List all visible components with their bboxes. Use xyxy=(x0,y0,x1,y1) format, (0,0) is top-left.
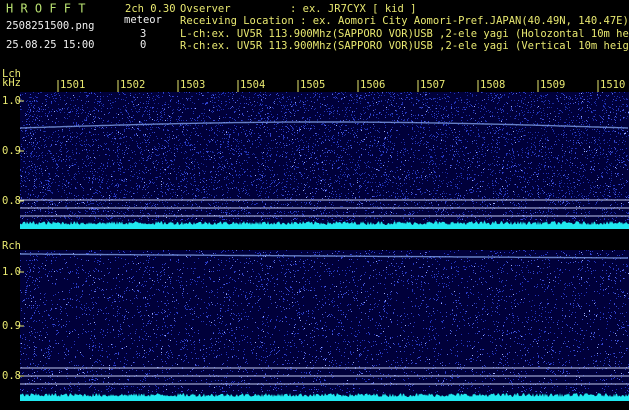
time-label: 1502 xyxy=(120,79,145,91)
panel-label: Rch xyxy=(2,240,21,252)
time-label: 1503 xyxy=(180,79,205,91)
observer-value: : ex. JR7CYX [ kid ] xyxy=(290,3,416,15)
carrier-trace xyxy=(20,253,628,259)
time-label: 1501 xyxy=(60,79,85,91)
level-band xyxy=(20,221,629,229)
freq-label: 1.0 xyxy=(2,266,21,278)
time-label: 1506 xyxy=(360,79,385,91)
freq-label: 0.8 xyxy=(2,370,21,382)
freq-label: 0.8 xyxy=(2,195,21,207)
panel-label: Lch xyxy=(2,68,21,80)
meteor-label: meteor xyxy=(124,14,162,26)
rch-info: R-ch:ex. UV5R 113.900Mhz(SAPPORO VOR)USB… xyxy=(180,40,629,52)
lch-count: 3 xyxy=(140,28,146,40)
time-label: 1508 xyxy=(480,79,505,91)
filename: 2508251500.png xyxy=(6,20,95,32)
lch-info: L-ch:ex. UV5R 113.900Mhz(SAPPORO VOR)USB… xyxy=(180,28,629,40)
time-label: 1509 xyxy=(540,79,565,91)
spectrogram-noise xyxy=(20,92,629,221)
location: Receiving Location : ex. Aomori City Aom… xyxy=(180,15,629,27)
unit-label: kHz xyxy=(2,77,21,89)
time-label: 1507 xyxy=(420,79,445,91)
freq-label: 0.9 xyxy=(2,145,21,157)
mode: 2ch 0.30 xyxy=(125,3,176,15)
carrier-trace xyxy=(19,121,629,129)
freq-label: 0.9 xyxy=(2,320,21,332)
timestamp: 25.08.25 15:00 xyxy=(6,39,95,51)
time-label: 1505 xyxy=(300,79,325,91)
time-label: 1504 xyxy=(240,79,265,91)
spectrogram-noise xyxy=(20,250,629,393)
app-title: H R O F F T xyxy=(6,2,85,16)
freq-label: 1.0 xyxy=(2,95,21,107)
rch-count: 0 xyxy=(140,39,146,51)
level-band xyxy=(20,393,629,401)
time-label: 1510 xyxy=(600,79,625,91)
observer-label: Ovserver xyxy=(180,3,231,15)
